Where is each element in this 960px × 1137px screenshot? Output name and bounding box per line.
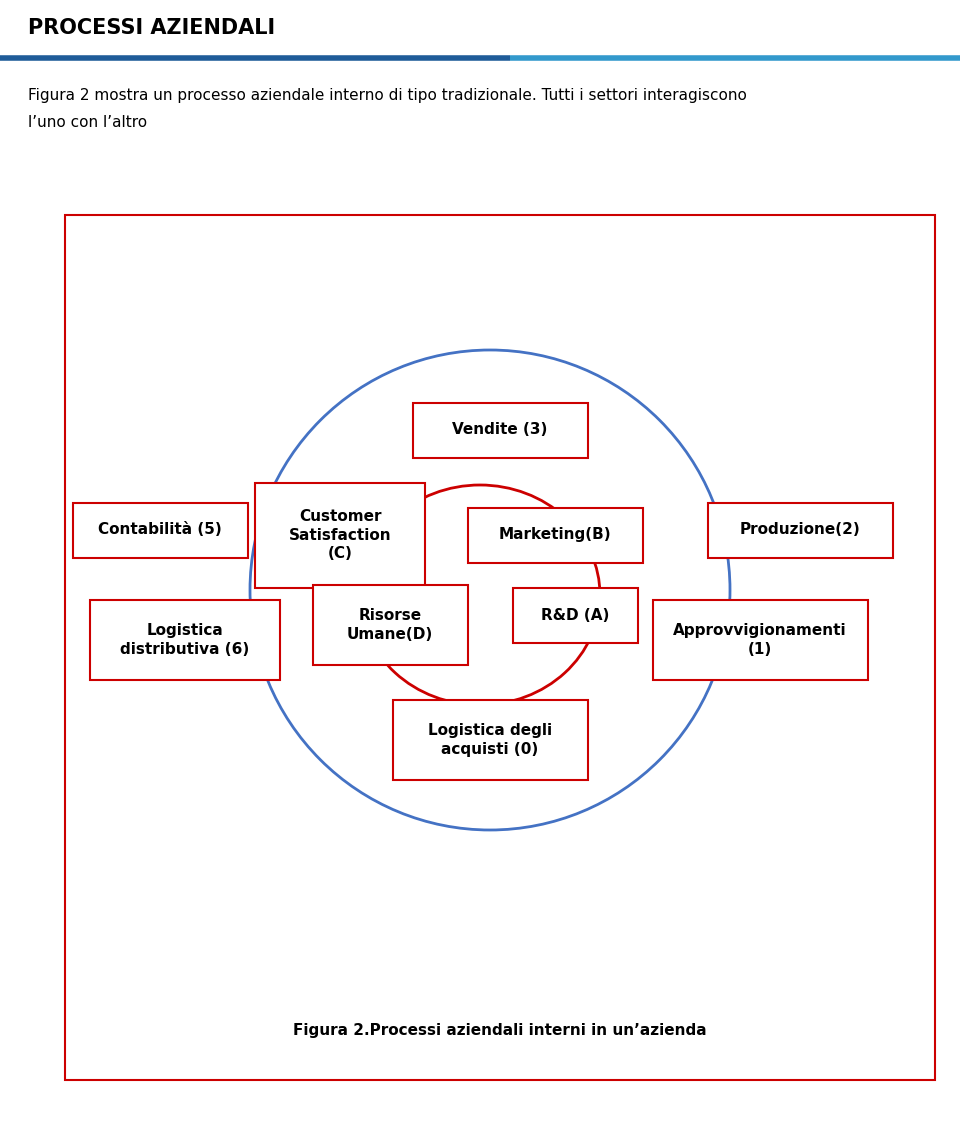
Text: l’uno con l’altro: l’uno con l’altro xyxy=(28,115,147,130)
Bar xyxy=(513,588,637,642)
Text: Marketing(B): Marketing(B) xyxy=(498,528,612,542)
Bar xyxy=(73,503,248,557)
Text: Contabilità (5): Contabilità (5) xyxy=(98,523,222,538)
Bar xyxy=(708,503,893,557)
Text: Figura 2 mostra un processo aziendale interno di tipo tradizionale. Tutti i sett: Figura 2 mostra un processo aziendale in… xyxy=(28,88,747,103)
Bar xyxy=(393,700,588,780)
Bar xyxy=(255,482,425,588)
Bar xyxy=(468,507,642,563)
Bar xyxy=(413,402,588,457)
Text: Vendite (3): Vendite (3) xyxy=(452,423,548,438)
Bar xyxy=(313,586,468,665)
Text: Approvvigionamenti
(1): Approvvigionamenti (1) xyxy=(673,623,847,657)
Text: Logistica degli
acquisti (0): Logistica degli acquisti (0) xyxy=(428,723,552,757)
Text: Figura 2.Processi aziendali interni in un’azienda: Figura 2.Processi aziendali interni in u… xyxy=(293,1022,707,1037)
Text: Customer
Satisfaction
(C): Customer Satisfaction (C) xyxy=(289,509,392,561)
Text: Risorse
Umane(D): Risorse Umane(D) xyxy=(347,608,433,641)
Text: Produzione(2): Produzione(2) xyxy=(739,523,860,538)
Bar xyxy=(90,600,280,680)
Bar xyxy=(653,600,868,680)
Text: R&D (A): R&D (A) xyxy=(540,607,610,622)
Text: PROCESSI AZIENDALI: PROCESSI AZIENDALI xyxy=(28,18,276,38)
Text: Logistica
distributiva (6): Logistica distributiva (6) xyxy=(120,623,250,657)
Bar xyxy=(65,215,935,1080)
